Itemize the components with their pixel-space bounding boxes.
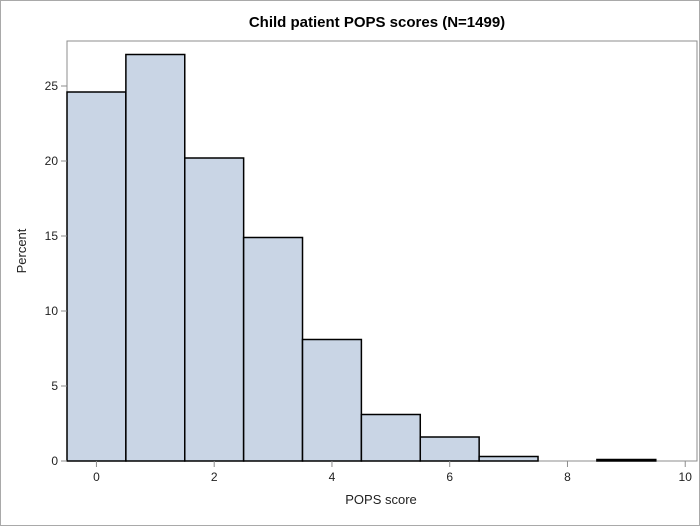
x-tick-label: 6: [446, 470, 453, 484]
x-tick-label: 10: [679, 470, 693, 484]
y-tick-label: 10: [45, 304, 59, 318]
x-axis: 0 2 4 6 8 10: [93, 461, 692, 484]
histogram-bar-3: [242, 236, 304, 462]
histogram-bar-5: [360, 413, 422, 462]
x-tick-label: 4: [329, 470, 336, 484]
y-tick-label: 5: [51, 379, 58, 393]
x-axis-label: POPS score: [345, 492, 417, 507]
chart-title: Child patient POPS scores (N=1499): [249, 14, 505, 31]
y-tick-label: 25: [45, 79, 59, 93]
y-axis: 0 5 10 15 20 25: [45, 79, 67, 468]
histogram-bar-2: [184, 157, 245, 462]
x-tick-label: 8: [564, 470, 571, 484]
histogram-bar-0: [66, 91, 127, 462]
histogram-bar-4: [301, 338, 363, 462]
y-tick-label: 20: [45, 154, 59, 168]
bars-group: [66, 53, 657, 462]
histogram-bar-1: [125, 53, 186, 462]
y-tick-label: 15: [45, 229, 59, 243]
y-axis-label: Percent: [14, 228, 29, 273]
histogram-bar-6: [419, 436, 480, 462]
x-tick-label: 0: [93, 470, 100, 484]
y-tick-label: 0: [51, 454, 58, 468]
histogram-bar-9: [596, 458, 657, 462]
x-tick-label: 2: [211, 470, 218, 484]
histogram-bar-7: [478, 455, 539, 462]
